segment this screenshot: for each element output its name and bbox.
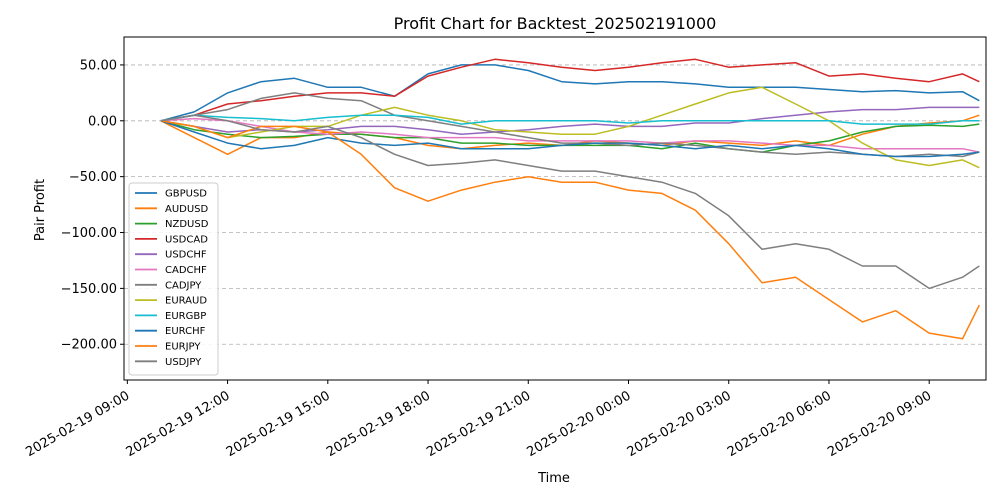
legend-label: USDCAD bbox=[165, 234, 208, 245]
series-lines bbox=[160, 58, 980, 340]
series-line-eurchf bbox=[160, 120, 980, 158]
legend-label: EURGBP bbox=[165, 311, 206, 322]
series-line-gbpusd bbox=[160, 64, 980, 122]
legend-label: USDCHF bbox=[165, 250, 207, 261]
legend: GBPUSD AUDUSD NZDUSD USDCAD USDCHF CADCHF CADJ… bbox=[128, 182, 219, 376]
series-line-eurjpy bbox=[160, 120, 980, 340]
y-axis-title: Pair Profit bbox=[33, 179, 48, 241]
y-tick-label: −150.00 bbox=[61, 282, 117, 297]
legend-label: EURAUD bbox=[165, 296, 207, 307]
series-line-eurgbp bbox=[160, 114, 980, 125]
plot-area-frame bbox=[123, 36, 987, 381]
y-tick-label: −200.00 bbox=[61, 338, 117, 353]
legend-label: AUDUSD bbox=[165, 204, 209, 215]
legend-label: GBPUSD bbox=[165, 189, 207, 200]
series-line-euraud bbox=[160, 86, 980, 169]
legend-label: NZDUSD bbox=[165, 219, 209, 230]
series-line-nzdusd bbox=[160, 120, 980, 153]
series-line-usdcad bbox=[160, 58, 980, 122]
series-line-usdjpy bbox=[160, 114, 980, 290]
legend-label: CADCHF bbox=[165, 265, 207, 276]
legend-frame bbox=[128, 182, 219, 376]
y-tick-label: −50.00 bbox=[69, 170, 117, 185]
y-tick-label: −100.00 bbox=[61, 226, 117, 241]
legend-label: EURCHF bbox=[165, 326, 206, 337]
legend-label: CADJPY bbox=[165, 280, 202, 291]
y-axis-ticks: 50.00 0.00 −50.00 −100.00 −150.00 −200.00 bbox=[61, 58, 124, 353]
legend-label: USDJPY bbox=[165, 357, 202, 368]
chart-title: Profit Chart for Backtest_202502191000 bbox=[394, 14, 717, 34]
y-tick-label: 50.00 bbox=[80, 58, 117, 73]
series-line-cadchf bbox=[160, 117, 980, 153]
y-tick-label: 0.00 bbox=[88, 114, 117, 129]
legend-label: EURJPY bbox=[165, 342, 201, 353]
x-axis-title: Time bbox=[537, 471, 570, 486]
